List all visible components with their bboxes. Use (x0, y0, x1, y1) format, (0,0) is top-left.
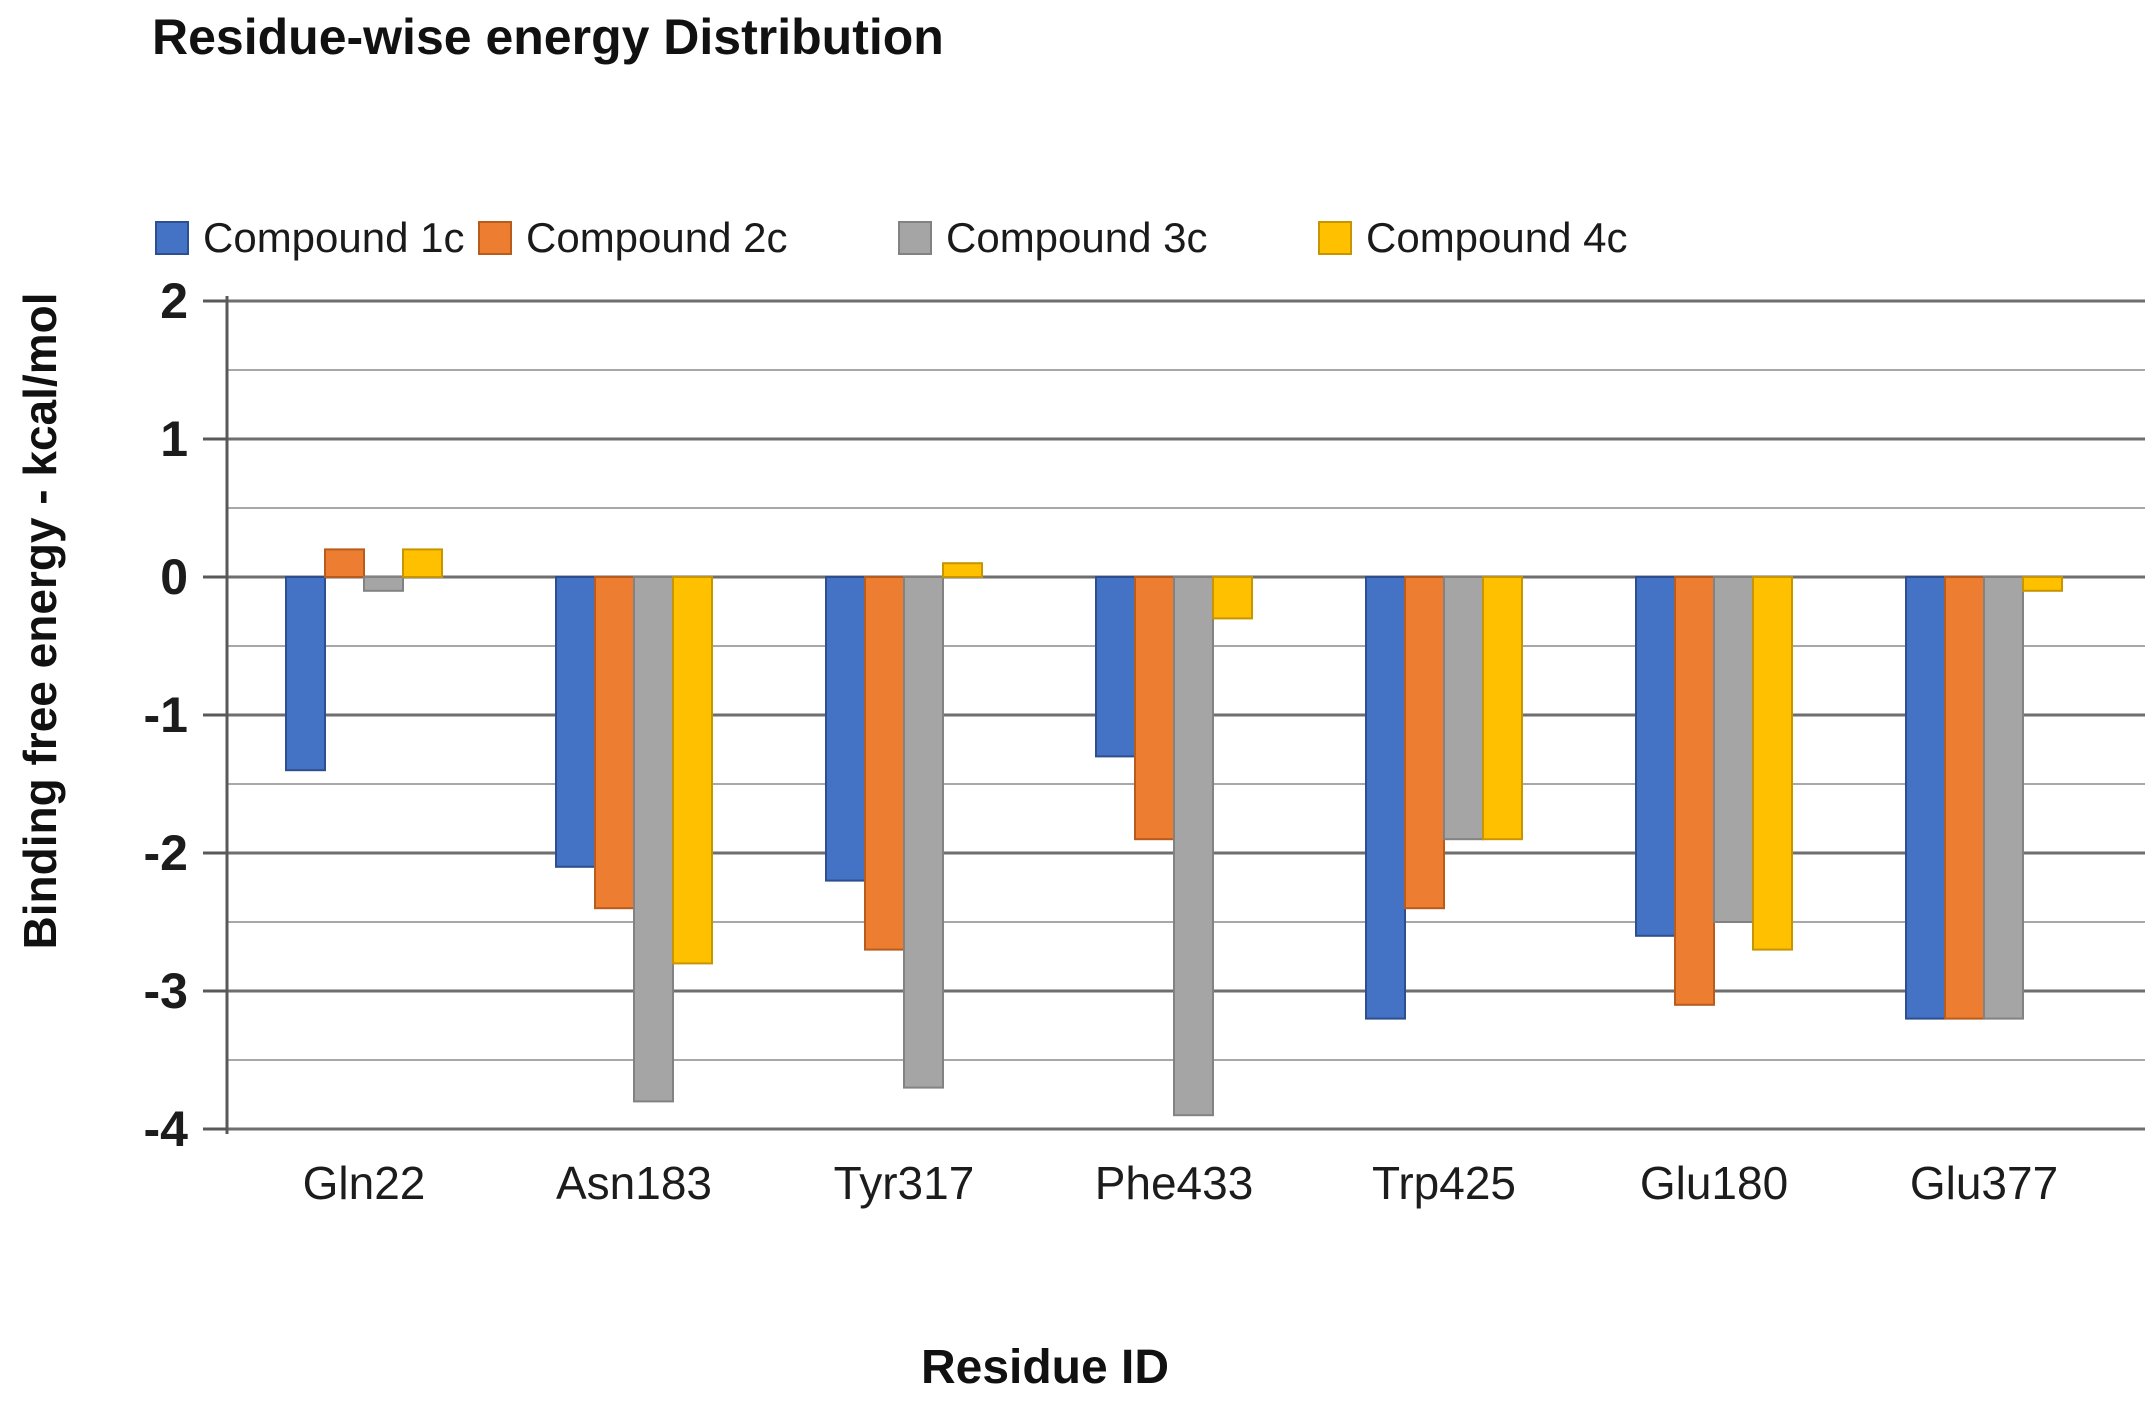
bar-compound-2c-phe433 (1134, 576, 1175, 841)
bar-compound-4c-glu180 (1752, 576, 1793, 951)
bar-compound-3c-glu377 (1983, 576, 2024, 1020)
bar-compound-4c-asn183 (672, 576, 713, 965)
legend-label: Compound 4c (1366, 214, 1628, 261)
legend-swatch-icon (898, 221, 932, 255)
x-category-label: Phe433 (1094, 1157, 1254, 1209)
bar-compound-4c-gln22 (402, 548, 443, 579)
bar-compound-1c-glu180 (1635, 576, 1676, 937)
y-tick-label: 2 (160, 273, 188, 329)
legend-item: Compound 1c (155, 212, 465, 264)
legend-swatch-icon (1318, 221, 1352, 255)
bar-compound-1c-asn183 (555, 576, 596, 868)
bar-compound-1c-phe433 (1095, 576, 1136, 758)
bar-compound-1c-tyr317 (825, 576, 866, 882)
bar-compound-2c-gln22 (324, 548, 365, 579)
bar-compound-2c-trp425 (1404, 576, 1445, 910)
bar-compound-3c-glu180 (1713, 576, 1754, 923)
y-tick-label: -1 (143, 687, 188, 743)
x-category-label: Gln22 (302, 1157, 426, 1209)
bar-compound-3c-gln22 (363, 576, 404, 592)
x-category-label: Asn183 (555, 1157, 712, 1209)
legend-swatch-icon (478, 221, 512, 255)
bar-compound-3c-asn183 (633, 576, 674, 1103)
x-category-label: Glu180 (1639, 1157, 1789, 1209)
y-tick-label: 0 (160, 549, 188, 605)
bar-compound-2c-glu377 (1944, 576, 1985, 1020)
legend-label: Compound 1c (203, 214, 465, 261)
legend-swatch-icon (155, 221, 189, 255)
x-axis-title: Residue ID (920, 1341, 1170, 1394)
y-tick-label: -3 (143, 963, 188, 1019)
legend-item: Compound 2c (478, 212, 788, 264)
legend-label: Compound 3c (946, 214, 1208, 261)
bar-compound-4c-phe433 (1212, 576, 1253, 620)
legend-label: Compound 2c (526, 214, 788, 261)
bar-compound-1c-glu377 (1905, 576, 1946, 1020)
y-tick-label: -2 (143, 825, 188, 881)
bar-compound-1c-gln22 (285, 576, 326, 772)
bar-compound-2c-asn183 (594, 576, 635, 910)
x-category-label: Trp425 (1371, 1157, 1517, 1209)
bar-compound-2c-glu180 (1674, 576, 1715, 1006)
legend: Compound 1c Compound 2c Compound 3c Compoun… (0, 212, 2151, 264)
bar-compound-1c-trp425 (1365, 576, 1406, 1020)
bar-compound-3c-tyr317 (903, 576, 944, 1089)
legend-item: Compound 3c (898, 212, 1208, 264)
bar-compound-3c-phe433 (1173, 576, 1214, 1117)
y-tick-label: 1 (160, 411, 188, 467)
bar-compound-2c-tyr317 (864, 576, 905, 951)
y-tick-label: -4 (143, 1101, 188, 1157)
bar-compound-3c-trp425 (1443, 576, 1484, 841)
legend-item: Compound 4c (1318, 212, 1628, 264)
bar-compound-4c-glu377 (2022, 576, 2063, 592)
x-category-label: Tyr317 (833, 1157, 975, 1209)
chart-title: Residue-wise energy Distribution (152, 9, 944, 65)
x-category-label: Glu377 (1909, 1157, 2059, 1209)
bar-compound-4c-trp425 (1482, 576, 1523, 841)
bar-compound-4c-tyr317 (942, 562, 983, 579)
